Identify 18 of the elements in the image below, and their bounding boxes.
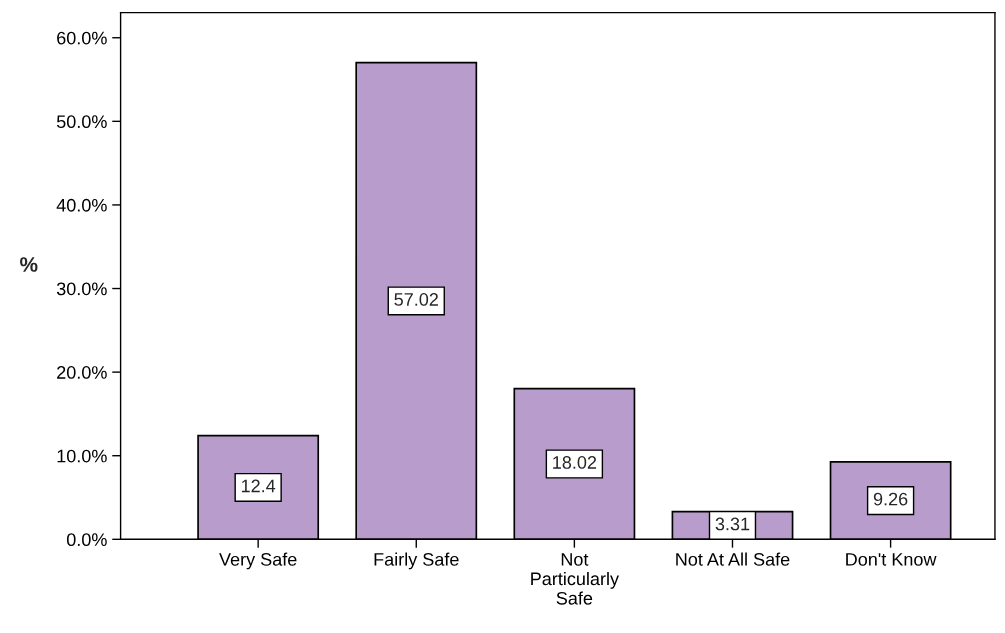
data-label: 9.26 [873,492,908,506]
x-tick-label: Very Safe [219,552,297,570]
y-tick-label: 10.0% [57,449,107,463]
y-tick-label: 40.0% [56,198,107,212]
data-label: 12.4 [241,479,276,493]
y-tick-label: 30.0% [56,282,107,296]
y-tick-label: 60.0% [57,31,107,45]
y-axis-title: % [20,257,38,272]
y-tick-label: 0.0% [66,533,107,547]
data-label: 3.31 [715,517,750,531]
y-tick-label: 50.0% [56,115,107,129]
x-tick-label: Don't Know [846,553,937,566]
x-tick-label: Not Particularly Safe [531,553,619,605]
x-tick-label: Not At All Safe [676,552,790,566]
x-tick-label: Fairly Safe [374,552,459,570]
data-label: 18.02 [553,456,597,469]
data-label: 57.02 [394,293,438,306]
y-tick-label: 20.0% [57,366,107,379]
